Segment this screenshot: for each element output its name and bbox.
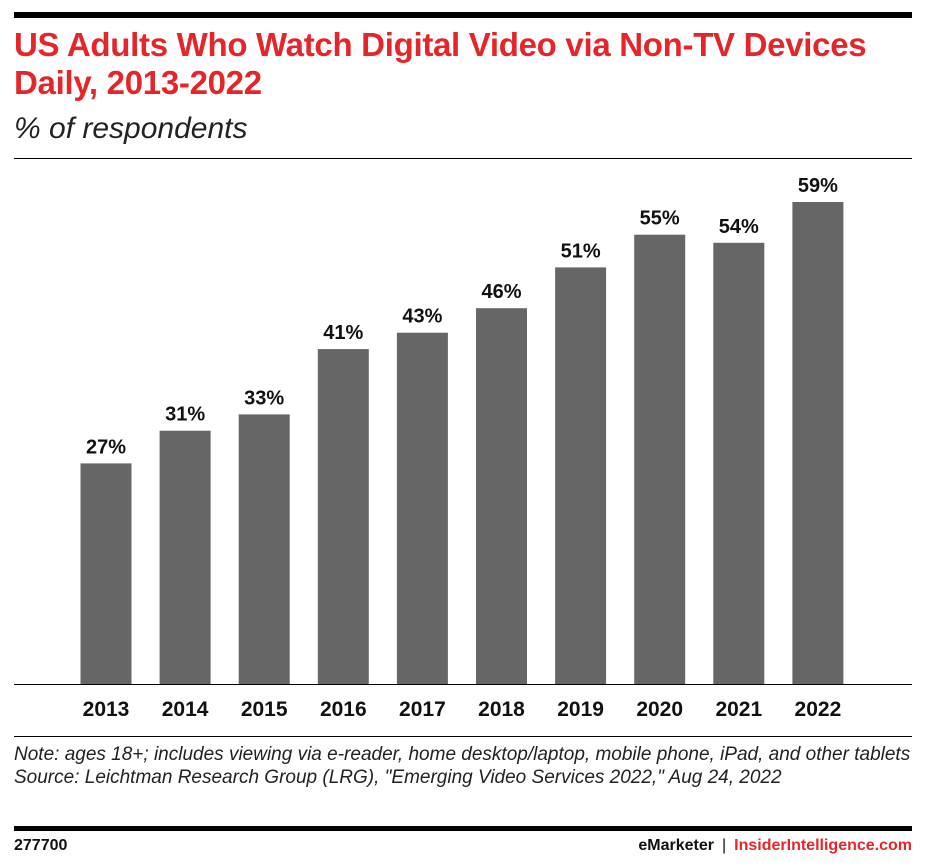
chart-subtitle: % of respondents <box>14 112 248 145</box>
bar-chart: 27% 2013 31% 2014 33% 2015 41% 2016 43% 2017 46% 20… <box>14 175 912 721</box>
bottom-rule <box>14 826 912 831</box>
bar-2021 <box>713 242 765 685</box>
x-tick-2021: 2021 <box>715 698 762 721</box>
bar-2016 <box>317 349 369 684</box>
value-label-2015: 33% <box>244 387 284 409</box>
source-text: Source: Leichtman Research Group (LRG), … <box>14 767 782 788</box>
x-tick-2016: 2016 <box>320 698 367 721</box>
footer-brand: eMarketer | InsiderIntelligence.com <box>638 837 912 855</box>
note-rule <box>14 736 912 737</box>
subtitle-rule <box>14 158 912 159</box>
value-label-2020: 55% <box>640 208 680 230</box>
value-label-2018: 46% <box>481 281 521 303</box>
bar-2013 <box>80 463 132 684</box>
x-tick-2013: 2013 <box>83 698 130 721</box>
value-label-2016: 41% <box>323 322 363 344</box>
bar-2019 <box>555 267 607 684</box>
brand-emarketer: eMarketer <box>638 837 715 854</box>
bar-2018 <box>476 308 527 684</box>
brand-separator: | <box>722 837 727 854</box>
notes: Note: ages 18+; includes viewing via e-r… <box>14 743 914 789</box>
chart-title: US Adults Who Watch Digital Video via No… <box>14 26 867 101</box>
bar-2014 <box>159 430 211 684</box>
x-tick-2014: 2014 <box>162 698 209 721</box>
bar-2022 <box>792 202 844 684</box>
note-text: Note: ages 18+; includes viewing via e-r… <box>14 744 911 765</box>
value-label-2013: 27% <box>86 436 126 458</box>
x-tick-2018: 2018 <box>478 698 525 721</box>
value-label-2019: 51% <box>561 240 601 262</box>
top-rule <box>14 12 912 18</box>
value-label-2022: 59% <box>798 175 838 197</box>
x-tick-2017: 2017 <box>399 698 446 721</box>
x-tick-2022: 2022 <box>795 698 842 721</box>
x-tick-2019: 2019 <box>557 698 604 721</box>
brand-insider-intelligence: InsiderIntelligence.com <box>734 837 912 854</box>
chart-id: 277700 <box>14 837 68 854</box>
x-tick-2020: 2020 <box>636 698 683 721</box>
bar-2017 <box>396 332 448 684</box>
bar-2020 <box>634 234 686 684</box>
value-label-2021: 54% <box>719 216 759 238</box>
bar-2015 <box>238 414 290 684</box>
value-label-2014: 31% <box>165 404 205 426</box>
x-tick-2015: 2015 <box>241 698 288 721</box>
value-label-2017: 43% <box>402 306 442 328</box>
